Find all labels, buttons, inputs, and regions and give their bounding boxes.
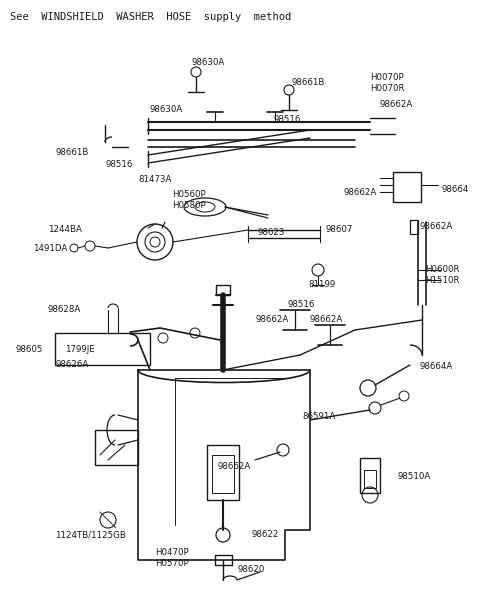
Text: 98516: 98516 [288,300,315,309]
Text: 98510A: 98510A [398,472,431,481]
Text: 98620: 98620 [238,565,265,574]
Text: H0470P: H0470P [155,548,189,557]
Text: H0070R: H0070R [370,84,405,93]
Text: 98628A: 98628A [48,305,81,314]
Text: 98516: 98516 [105,160,132,169]
Text: H0600R: H0600R [425,265,459,274]
Bar [212,455,234,493]
Text: 98662A: 98662A [310,315,343,324]
Text: 98662A: 98662A [255,315,288,324]
Text: 81199: 81199 [308,280,335,289]
Bar [364,470,376,488]
Text: 1799JE: 1799JE [65,345,95,354]
Text: 1124TB/1125GB: 1124TB/1125GB [55,530,126,539]
Text: 1491DA: 1491DA [33,244,67,253]
Bar [95,430,138,465]
Text: 98623: 98623 [258,228,286,237]
Text: 98630A: 98630A [192,58,225,67]
Bar [393,172,421,202]
Text: 98661B: 98661B [55,148,88,157]
Bar [216,285,230,295]
Text: 98607: 98607 [325,225,352,234]
Text: 98664A: 98664A [420,362,453,371]
Text: 98662A: 98662A [380,100,413,109]
Text: See  WINDSHIELD  WASHER  HOSE  supply  method: See WINDSHIELD WASHER HOSE supply method [10,12,291,22]
Text: 81473A: 81473A [138,175,171,184]
Bar [410,220,418,234]
Text: 98516: 98516 [274,115,301,124]
Text: 98662A: 98662A [344,188,377,197]
Text: 1244BA: 1244BA [48,225,82,234]
Text: 98630A: 98630A [150,105,183,114]
Bar [207,445,239,500]
Text: 98661B: 98661B [292,78,325,87]
Text: H0560P: H0560P [172,190,205,199]
Text: 98664: 98664 [441,185,468,194]
Text: 98662A: 98662A [420,222,453,231]
Text: 98662A: 98662A [218,462,251,471]
Text: H1510R: H1510R [425,276,459,285]
Text: 86591A: 86591A [302,412,335,421]
Text: 98605: 98605 [15,345,42,354]
Text: 98622: 98622 [252,530,279,539]
Text: H0570P: H0570P [155,559,189,568]
Text: H0580P: H0580P [172,201,205,210]
Text: H0070P: H0070P [370,73,404,82]
Bar [55,333,150,365]
Bar [360,458,380,493]
Text: 98626A: 98626A [55,360,88,369]
